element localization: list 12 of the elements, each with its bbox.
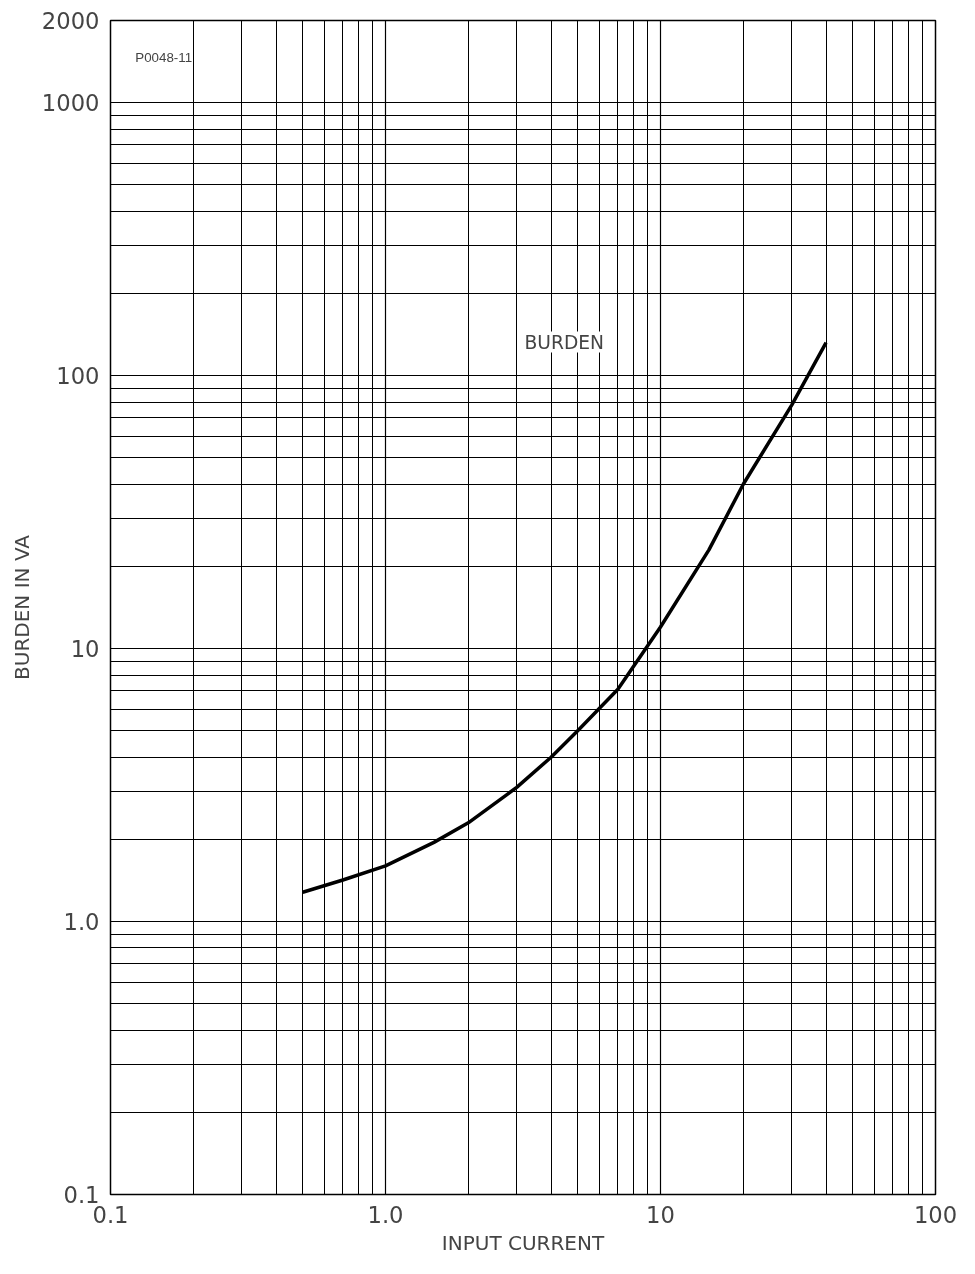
x-tick-label: 10 xyxy=(646,1201,675,1228)
y-tick-label: 2000 xyxy=(41,8,100,34)
x-tick-label: 1.0 xyxy=(367,1201,404,1228)
y-tick-label: 1000 xyxy=(41,90,100,117)
y-tick-label: 100 xyxy=(56,363,100,390)
x-tick-label: 100 xyxy=(913,1201,958,1228)
annotation: BURDEN xyxy=(524,331,605,353)
y-tick-label: 10 xyxy=(70,636,100,663)
y-axis-title: BURDEN IN VA xyxy=(9,534,34,680)
x-axis-title: INPUT CURRENT xyxy=(441,1230,605,1255)
y-tick-label: 1.0 xyxy=(63,909,100,936)
annotation: P0048-11 xyxy=(135,49,193,65)
